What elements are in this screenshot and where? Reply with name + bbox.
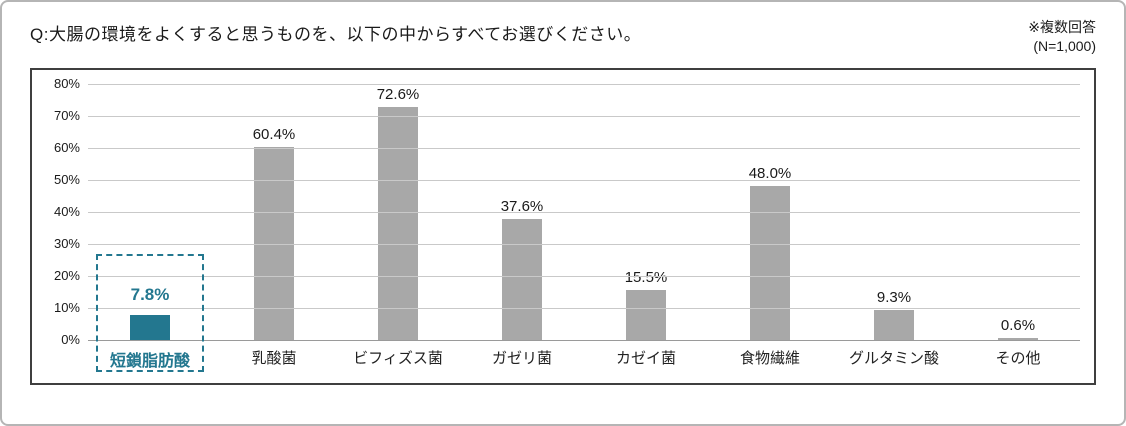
y-tick-label: 30% bbox=[53, 235, 80, 251]
x-labels: 短鎖脂肪酸 乳酸菌 ビフィズス菌 ガゼリ菌 カゼイ菌 食物繊維 グルタミン酸 その他 bbox=[88, 347, 1080, 375]
bar-value-label: 37.6% bbox=[500, 198, 544, 216]
y-tick-label: 40% bbox=[53, 203, 80, 219]
gridline bbox=[88, 307, 1080, 309]
bar-column: 72.6% bbox=[336, 84, 460, 340]
plot-wrap: 80% 70% 60% 50% 40% 30% 20% 10% 0% 7.8% 60.4% 72.6… bbox=[38, 76, 1080, 375]
bar bbox=[130, 314, 170, 340]
note-sample-size: (N=1,000) bbox=[1033, 37, 1096, 54]
bar-value-label: 0.6% bbox=[1000, 316, 1036, 334]
bar-column: 60.4% bbox=[212, 84, 336, 340]
gridline bbox=[88, 179, 1080, 181]
bar-value-label: 48.0% bbox=[748, 165, 792, 183]
x-axis-label: ガゼリ菌 bbox=[491, 349, 552, 367]
header: Q:大腸の環境をよくすると思うものを、以下の中からすべてお選びください。 ※複数… bbox=[30, 18, 1096, 56]
bar bbox=[254, 146, 294, 340]
y-axis: 80% 70% 60% 50% 40% 30% 20% 10% 0% bbox=[38, 76, 88, 347]
gridline bbox=[88, 83, 1080, 85]
bar bbox=[750, 186, 790, 340]
bar bbox=[502, 219, 542, 340]
y-tick-label: 50% bbox=[53, 171, 80, 187]
bar-chart: 80% 70% 60% 50% 40% 30% 20% 10% 0% 7.8% 60.4% 72.6… bbox=[30, 67, 1096, 385]
bar-value-label: 9.3% bbox=[876, 289, 912, 307]
gridline bbox=[88, 115, 1080, 117]
plot-grid-area: 80% 70% 60% 50% 40% 30% 20% 10% 0% 7.8% 60.4% 72.6… bbox=[38, 76, 1080, 347]
bar-column: 9.3% bbox=[832, 84, 956, 340]
y-tick-label: 20% bbox=[53, 267, 80, 283]
bar bbox=[626, 290, 666, 340]
x-axis-label: 乳酸菌 bbox=[251, 349, 297, 367]
gridline bbox=[88, 211, 1080, 213]
x-axis-label: カゼイ菌 bbox=[615, 349, 676, 367]
y-tick-label: 70% bbox=[53, 107, 80, 123]
x-axis-label: ビフィズス菌 bbox=[353, 349, 443, 367]
y-tick-label: 60% bbox=[53, 139, 80, 155]
bar-column: 15.5% bbox=[584, 84, 708, 340]
bar-column: 0.6% bbox=[956, 84, 1080, 340]
bar bbox=[378, 107, 418, 340]
bar-value-label: 72.6% bbox=[376, 86, 420, 104]
bar-column: 37.6% bbox=[460, 84, 584, 340]
x-axis-label: 短鎖脂肪酸 bbox=[109, 352, 190, 370]
x-axis-label: その他 bbox=[995, 349, 1041, 367]
gridline bbox=[88, 147, 1080, 149]
x-axis-label: グルタミン酸 bbox=[848, 349, 939, 367]
survey-note: ※複数回答 (N=1,000) bbox=[1028, 18, 1096, 56]
gridline bbox=[88, 275, 1080, 277]
bar-value-label: 7.8% bbox=[130, 284, 170, 304]
bar-value-label: 60.4% bbox=[252, 125, 296, 143]
note-multiple-answer: ※複数回答 bbox=[1028, 19, 1096, 35]
y-tick-label: 0% bbox=[61, 331, 80, 347]
bar-column: 7.8% bbox=[88, 84, 212, 340]
x-axis-label: 食物繊維 bbox=[739, 349, 800, 367]
bar bbox=[874, 310, 914, 340]
gridline bbox=[88, 243, 1080, 245]
plot-area: 7.8% 60.4% 72.6% 37.6% 15.5% 48.0% 9.3% 0.6% bbox=[88, 83, 1080, 341]
y-tick-label: 10% bbox=[53, 299, 80, 315]
survey-question: Q:大腸の環境をよくすると思うものを、以下の中からすべてお選びください。 bbox=[30, 25, 642, 44]
bar-value-label: 15.5% bbox=[624, 269, 668, 287]
gridline bbox=[88, 339, 1080, 341]
y-tick-label: 80% bbox=[53, 75, 80, 91]
bar bbox=[998, 337, 1038, 340]
